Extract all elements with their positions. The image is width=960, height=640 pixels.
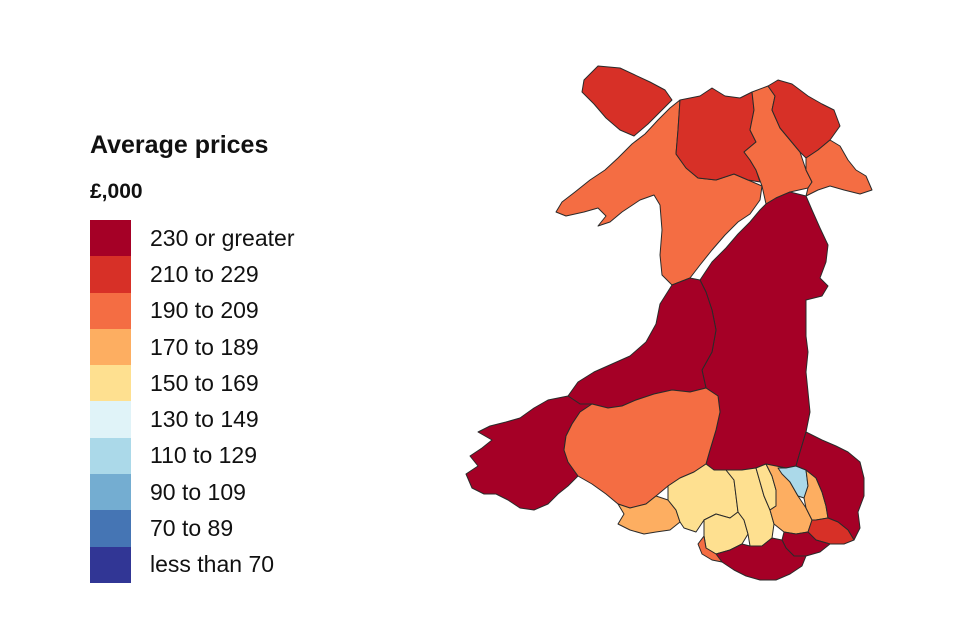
legend-swatch: [90, 220, 131, 257]
legend-label: 90 to 109: [150, 478, 246, 505]
legend-label: less than 70: [150, 551, 275, 578]
region-anglesey: [581, 65, 673, 137]
legend-item: 210 to 229: [90, 256, 420, 293]
legend-item: 130 to 149: [90, 401, 420, 438]
legend-swatch: [90, 474, 131, 511]
legend-swatch: [90, 256, 131, 293]
legend-item: 230 or greater: [90, 220, 420, 257]
legend-swatch: [90, 328, 131, 366]
legend-item: 190 to 209: [90, 292, 420, 329]
legend-title: Average prices: [90, 131, 269, 159]
legend-item: 150 to 169: [90, 365, 420, 402]
legend-label: 170 to 189: [150, 333, 259, 360]
legend-label: 190 to 209: [150, 297, 259, 324]
region-vale-of-glamorgan: [715, 537, 807, 581]
legend-item: 110 to 129: [90, 437, 420, 475]
legend-label: 110 to 129: [150, 442, 258, 469]
legend-label: 210 to 229: [150, 260, 259, 287]
region-ceredigion: [567, 277, 717, 409]
legend-swatch: [90, 546, 131, 583]
legend-swatch: [90, 510, 131, 547]
legend-list: 230 or greater 210 to 229 190 to 209 170…: [90, 220, 420, 583]
legend-swatch: [90, 437, 131, 475]
region-porthcawl: [697, 535, 723, 563]
region-wrexham: [805, 139, 873, 197]
legend-item: 70 to 89: [90, 510, 420, 547]
region-conwy: [675, 87, 761, 183]
wales-choropleth-map: [465, 65, 873, 581]
region-monmouthshire: [795, 431, 865, 541]
legend-swatch: [90, 401, 131, 438]
legend-label: 230 or greater: [150, 224, 295, 251]
legend-unit: £,000: [90, 180, 143, 203]
legend-item: less than 70: [90, 546, 420, 583]
map-legend: Average prices £,000 230 or greater 210 …: [90, 128, 420, 583]
legend-item: 90 to 109: [90, 474, 420, 511]
legend-item: 170 to 189: [90, 328, 420, 366]
legend-swatch: [90, 292, 131, 329]
region-swansea: [617, 495, 681, 535]
legend-label: 70 to 89: [150, 515, 234, 542]
legend-label: 150 to 169: [150, 369, 259, 396]
legend-swatch: [90, 365, 131, 402]
legend-label: 130 to 149: [150, 406, 259, 433]
